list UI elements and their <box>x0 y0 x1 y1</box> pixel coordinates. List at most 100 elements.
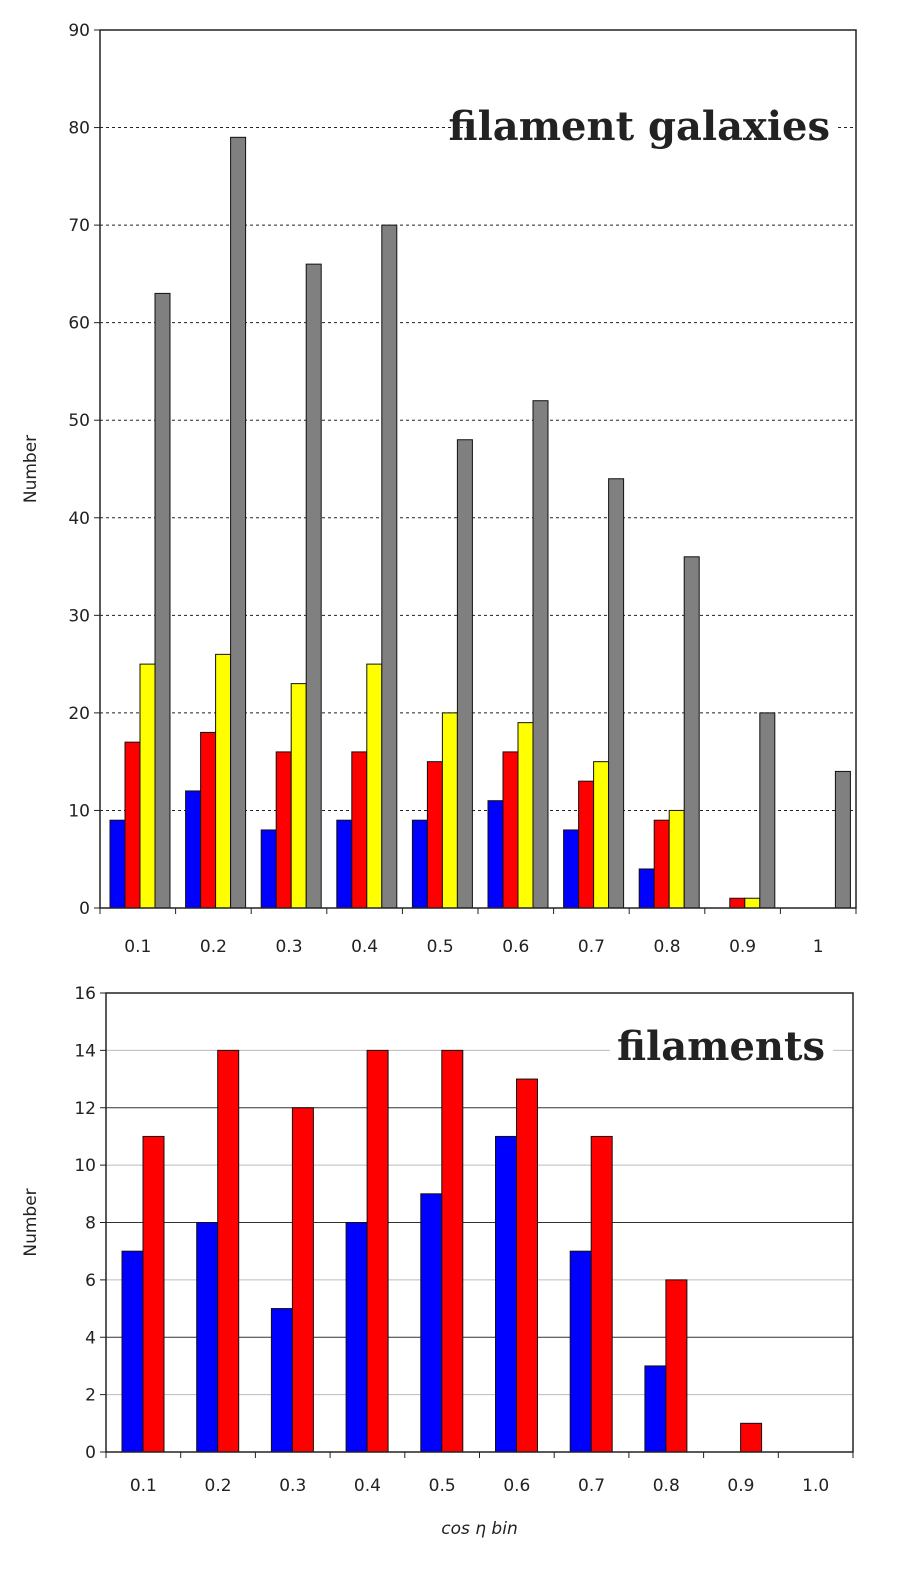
y-tick-label: 70 <box>68 216 90 236</box>
chart-1: 0 10 20 30 40 50 60 70 80 90 0.1 0.2 0.3 0.4 0.5 0.6 0.7… <box>21 21 857 957</box>
x-tick-label: 0.7 <box>578 1476 605 1496</box>
bar <box>517 722 534 909</box>
bar <box>139 663 156 909</box>
bar <box>516 1078 538 1453</box>
bar <box>345 1222 368 1453</box>
x-tick-label: 0.6 <box>503 1476 530 1496</box>
bar <box>740 1422 763 1453</box>
x-tick-label: 0.6 <box>502 937 529 957</box>
bar <box>366 1049 389 1453</box>
bar <box>563 829 580 909</box>
bar <box>142 1135 165 1453</box>
bar <box>270 1308 293 1453</box>
bar <box>420 1193 443 1453</box>
bar <box>291 1107 314 1453</box>
bar <box>290 683 307 909</box>
bar <box>441 712 458 909</box>
x-tick-label: 1 <box>813 937 824 957</box>
bar <box>121 1250 144 1453</box>
x-tick-label: 0.1 <box>124 937 151 957</box>
y-tick-label: 30 <box>68 606 90 626</box>
bar <box>381 224 398 909</box>
bar <box>759 712 776 909</box>
bar <box>834 770 851 909</box>
bar <box>744 897 761 909</box>
y-tick-label: 90 <box>68 21 90 41</box>
bar <box>729 897 746 909</box>
y-tick-label: 60 <box>68 314 90 334</box>
x-tick-label: 0.1 <box>130 1476 157 1496</box>
y-tick-label: 2 <box>85 1386 96 1406</box>
y-tick-label: 50 <box>68 411 90 431</box>
y-tick-label: 10 <box>74 1156 96 1176</box>
bar <box>351 751 368 909</box>
bar <box>154 292 171 909</box>
bar <box>426 761 443 909</box>
y-tick-label: 10 <box>68 801 90 821</box>
bar <box>230 136 247 909</box>
bar <box>109 819 126 909</box>
x-tick-label: 0.2 <box>200 937 227 957</box>
bar <box>305 263 322 909</box>
bar <box>578 780 595 909</box>
bar <box>532 400 549 909</box>
bar <box>196 1222 219 1453</box>
x-tick-label: 0.3 <box>275 937 302 957</box>
y-tick-label: 0 <box>79 899 90 919</box>
bar <box>411 819 428 909</box>
x-tick-label: 0.8 <box>653 937 680 957</box>
x-tick-label: 0.7 <box>578 937 605 957</box>
bar <box>487 800 504 909</box>
bar <box>590 1135 613 1453</box>
bar <box>665 1279 688 1453</box>
bar <box>124 741 141 909</box>
x-tick-label: 0.8 <box>653 1476 680 1496</box>
y-tick-label: 16 <box>74 984 96 1004</box>
bar <box>456 439 473 909</box>
bar <box>336 819 353 909</box>
bar <box>441 1049 464 1453</box>
bar <box>502 751 519 909</box>
bar <box>683 556 700 909</box>
x-tick-label: 0.5 <box>429 1476 456 1496</box>
bar <box>644 1365 667 1453</box>
bar <box>638 868 655 909</box>
chart-title: filaments <box>617 1023 825 1070</box>
y-tick-label: 6 <box>85 1271 96 1291</box>
bar <box>653 819 670 909</box>
y-tick-label: 12 <box>74 1099 96 1119</box>
title-background <box>470 102 838 154</box>
y-tick-label: 20 <box>68 704 90 724</box>
y-tick-label: 4 <box>85 1328 96 1348</box>
bar <box>495 1135 517 1453</box>
chart-2: 0 2 4 6 8 10 12 14 16 0.1 0.2 0.3 0.4 0.5 0.6 0.7 0.8 0.9… <box>21 984 854 1539</box>
y-tick-label: 8 <box>85 1214 96 1234</box>
bar <box>185 790 202 909</box>
y-tick-label: 40 <box>68 509 90 529</box>
chart-title: filament galaxies <box>449 103 830 150</box>
x-tick-label: 1.0 <box>802 1476 829 1496</box>
x-tick-label: 0.5 <box>427 937 454 957</box>
bar <box>260 829 277 909</box>
x-axis-label: cos η bin <box>441 1519 517 1539</box>
bar <box>200 731 217 909</box>
bar <box>668 809 685 909</box>
x-tick-label: 0.2 <box>205 1476 232 1496</box>
bar <box>366 663 383 909</box>
y-axis-label: Number <box>21 1188 41 1256</box>
bar <box>608 478 625 909</box>
bar <box>593 761 610 909</box>
x-tick-label: 0.4 <box>354 1476 381 1496</box>
title-background <box>610 1022 833 1074</box>
x-tick-label: 0.3 <box>279 1476 306 1496</box>
bar <box>217 1049 240 1453</box>
y-tick-label: 0 <box>85 1443 96 1463</box>
y-axis-label: Number <box>21 435 41 503</box>
x-tick-label: 0.9 <box>727 1476 754 1496</box>
bar <box>569 1250 592 1453</box>
x-tick-label: 0.4 <box>351 937 378 957</box>
y-tick-label: 14 <box>74 1041 96 1061</box>
bar <box>275 751 292 909</box>
x-tick-label: 0.9 <box>729 937 756 957</box>
